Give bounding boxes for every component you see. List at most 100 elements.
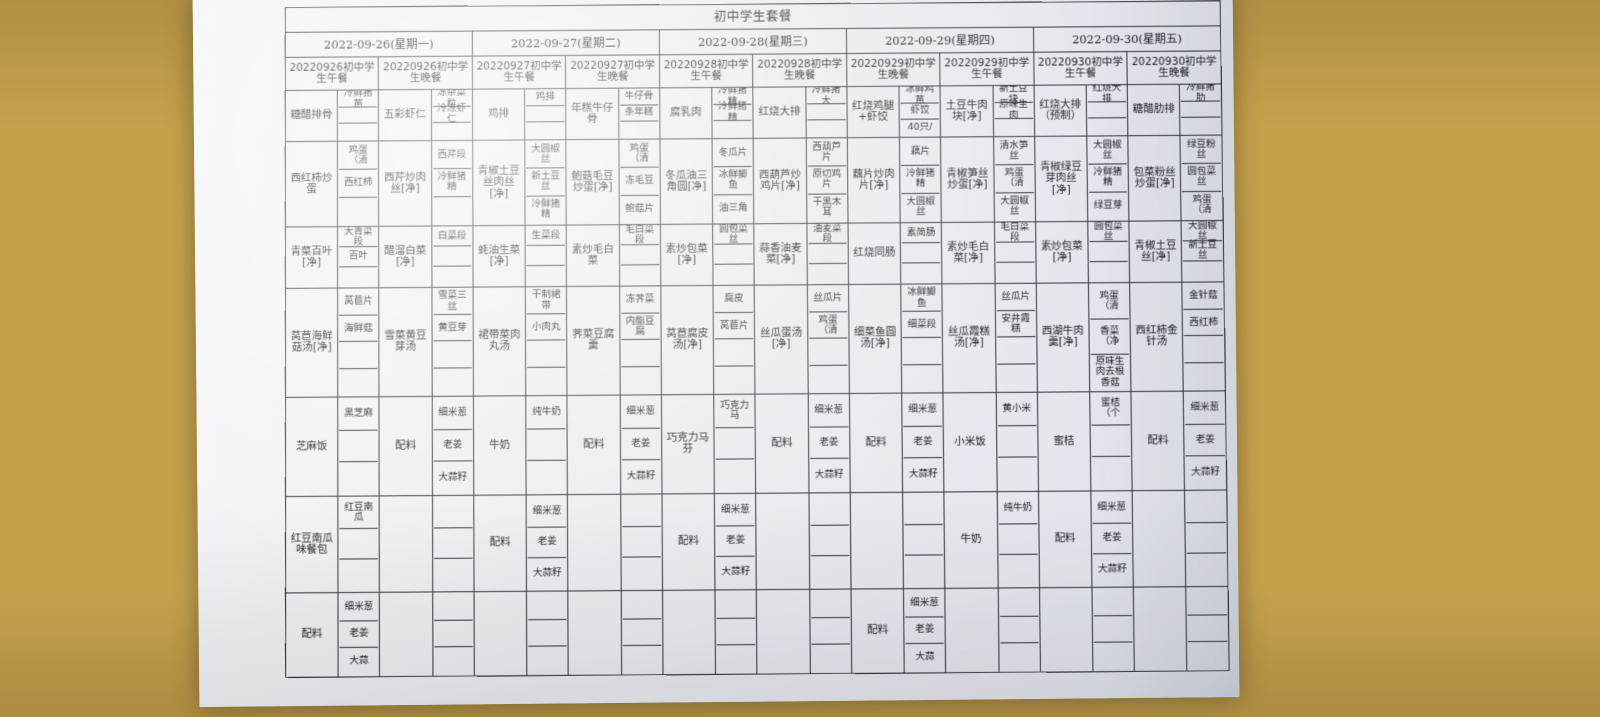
ingredient-cell: 黄小米 bbox=[995, 392, 1039, 492]
ingredient-sub-cell bbox=[715, 339, 754, 367]
ingredient-sub-cell: 黄小米 bbox=[997, 393, 1037, 426]
ingredient-sub-cell: 虾饺 bbox=[900, 103, 940, 120]
ingredient-cell: 牛仔骨 条年糕 bbox=[618, 87, 660, 140]
dish-cell: 红烧同肠 bbox=[847, 222, 901, 285]
meal-header-dinner-5: 20220930初中学生晚餐 bbox=[1127, 50, 1222, 85]
dish-cell: 糖醋排骨 bbox=[285, 90, 338, 142]
dish-cell bbox=[662, 589, 716, 675]
dish-cell: 配料 bbox=[1131, 391, 1185, 491]
ingredient-sub-cell: 大圆椒丝 bbox=[906, 195, 936, 218]
ingredient-sub-cell: 百叶 bbox=[339, 247, 378, 268]
date-header-4: 2022-09-29(星期四) bbox=[846, 27, 1034, 54]
ingredient-sub-cell bbox=[902, 263, 941, 283]
ingredient-sub-cell: 细菜段 bbox=[902, 311, 942, 339]
ingredient-sub-cell: 鸡蛋（清 bbox=[1089, 284, 1129, 320]
dish-cell: 配料 bbox=[850, 588, 905, 674]
ingredient-sub-cell: 大蒜 bbox=[349, 655, 369, 667]
ingredient-cell bbox=[902, 491, 946, 589]
dish-cell: 配料 bbox=[849, 393, 903, 493]
dish-cell: 素炒毛白菜[净] bbox=[941, 222, 995, 284]
ingredient-sub-cell: 白菜段 bbox=[433, 227, 472, 247]
printed-menu-sheet: 初中学生套餐 2022-09-26(星期一) 2022-09-27(星期二) 202… bbox=[192, 0, 1240, 707]
dish-cell: 红烧大排 bbox=[753, 86, 806, 139]
dish-cell: 细菜鱼圆汤[净] bbox=[848, 284, 902, 394]
ingredient-sub-cell: 冷鲜猪精 bbox=[531, 198, 561, 221]
ingredient-cell: 细米葱 老姜 大蒜 bbox=[338, 592, 380, 677]
ingredient-cell: 西葫芦片 原切鸡片 干黑木耳 bbox=[805, 137, 848, 224]
dish-cell: 莴苣腐皮汤[净] bbox=[660, 285, 714, 395]
ingredient-sub-cell bbox=[1186, 491, 1226, 523]
ingredient-sub-cell: 老姜 bbox=[809, 426, 849, 460]
dish-cell: 芝麻饭 bbox=[285, 397, 339, 497]
ingredient-sub-cell bbox=[716, 618, 756, 646]
dish-cell: 冬瓜油三角圆[净] bbox=[659, 138, 713, 225]
dish-cell bbox=[568, 590, 622, 676]
ingredient-sub-cell: 鸡蛋（清 bbox=[339, 142, 378, 171]
ingredient-sub-cell: 大圆椒丝 bbox=[1088, 137, 1127, 165]
menu-row-soup: 莴苣海鲜菇汤[净] 莴苣片 海鲜菇 雪菜黄豆芽汤 雪菜三丝 黄豆芽 裙带菜肉丸汤 干制裙带 小肉… bbox=[285, 281, 1226, 398]
ingredient-sub-cell: 生菜段 bbox=[526, 226, 566, 247]
ingredient-sub-cell bbox=[1093, 615, 1133, 643]
ingredient-sub-cell bbox=[433, 341, 472, 369]
ingredient-sub-cell: 鲍菇片 bbox=[625, 203, 654, 215]
ingredient-sub-cell: 纯牛奶 bbox=[998, 492, 1038, 525]
ingredient-sub-cell bbox=[1188, 614, 1228, 643]
dish-cell: 荠菜豆腐羹 bbox=[566, 286, 620, 396]
ingredient-cell bbox=[1186, 586, 1230, 671]
ingredient-cell bbox=[997, 587, 1041, 673]
dish-cell: 红豆南瓜味餐包 bbox=[285, 496, 339, 593]
dish-cell: 蜜桔 bbox=[1037, 391, 1091, 492]
date-header-1: 2022-09-26(星期一) bbox=[285, 31, 473, 58]
ingredient-sub-cell bbox=[434, 620, 473, 648]
ingredient-sub-cell bbox=[527, 367, 566, 394]
ingredient-cell: 白菜段 bbox=[431, 225, 474, 288]
ingredient-cell: 冷鲜猪精 冷鲜猪精 bbox=[711, 87, 754, 139]
ingredient-cell bbox=[808, 492, 851, 590]
ingredient-cell: 大圆椒丝 新土豆丝 bbox=[1181, 220, 1224, 283]
ingredient-sub-cell bbox=[1186, 522, 1227, 554]
ingredient-sub-cell: 原切鸡片 bbox=[807, 166, 847, 195]
ingredient-cell bbox=[620, 493, 663, 591]
menu-row-condiments: 配料 细米葱 老姜 大蒜 配料 细米葱 老姜 大蒜 bbox=[285, 586, 1230, 678]
ingredient-sub-cell bbox=[994, 119, 1032, 135]
ingredient-sub-cell bbox=[811, 645, 850, 672]
ingredient-sub-cell bbox=[996, 337, 1036, 365]
dish-cell: 藕片炒肉片[净] bbox=[847, 137, 901, 224]
ingredient-sub-cell: 圆包菜丝 bbox=[1089, 221, 1128, 243]
ingredient-cell: 细米葱 老姜 大蒜籽 bbox=[431, 396, 474, 496]
ingredient-sub-cell: 冷鲜猪精 bbox=[1088, 164, 1128, 193]
ingredient-sub-cell: 干黑木耳 bbox=[812, 196, 842, 219]
ingredient-cell: 毛白菜段 bbox=[994, 221, 1036, 284]
ingredient-cell: 纯牛奶 bbox=[996, 491, 1040, 588]
ingredient-sub-cell bbox=[527, 340, 566, 368]
dish-cell bbox=[945, 587, 999, 673]
ingredient-sub-cell: 冰鲜鲫鱼 bbox=[902, 285, 941, 313]
ingredient-sub-cell bbox=[620, 121, 658, 137]
ingredient-cell: 蜜桔（个 bbox=[1089, 391, 1133, 491]
ingredient-sub-cell: 细米葱 bbox=[716, 494, 755, 527]
ingredient-cell: 细米葱 老姜 大蒜籽 bbox=[1090, 490, 1134, 588]
ingredient-cell: 绿豆粉丝 圆包菜丝 鸡蛋（清 bbox=[1180, 135, 1224, 221]
ingredient-sub-cell bbox=[1087, 102, 1127, 119]
ingredient-sub-cell bbox=[339, 430, 379, 463]
ingredient-sub-cell bbox=[810, 494, 849, 526]
ingredient-sub-cell: 西红柿 bbox=[339, 169, 378, 198]
ingredient-sub-cell bbox=[433, 123, 471, 139]
ingredient-sub-cell: 大蒜籽 bbox=[814, 468, 844, 481]
meal-header-lunch-5: 20220930初中学生午餐 bbox=[1033, 51, 1128, 86]
ingredient-sub-cell: 大蒜籽 bbox=[626, 470, 656, 482]
ingredient-cell: 巧克力马 bbox=[713, 394, 756, 494]
meal-header-lunch-2: 20220927初中学生午餐 bbox=[472, 55, 566, 90]
meal-header-dinner-4: 20220929初中学生午餐 bbox=[939, 52, 1034, 86]
ingredient-cell: 细米葱 老姜 大蒜 bbox=[903, 588, 946, 673]
dish-cell: 青椒土豆丝肉丝[净] bbox=[472, 139, 526, 226]
ingredient-cell: 生菜段 bbox=[525, 225, 567, 287]
ingredient-sub-cell bbox=[433, 368, 471, 395]
dish-cell bbox=[1039, 587, 1093, 673]
ingredient-sub-cell bbox=[1187, 554, 1226, 585]
meal-header-dinner-3: 20220928初中学生晚餐 bbox=[752, 53, 847, 88]
ingredient-sub-cell: 莴苣片 bbox=[714, 313, 754, 340]
ingredient-sub-cell: 细米葱 bbox=[433, 397, 472, 430]
ingredient-cell bbox=[432, 495, 474, 592]
ingredient-sub-cell bbox=[716, 591, 756, 619]
